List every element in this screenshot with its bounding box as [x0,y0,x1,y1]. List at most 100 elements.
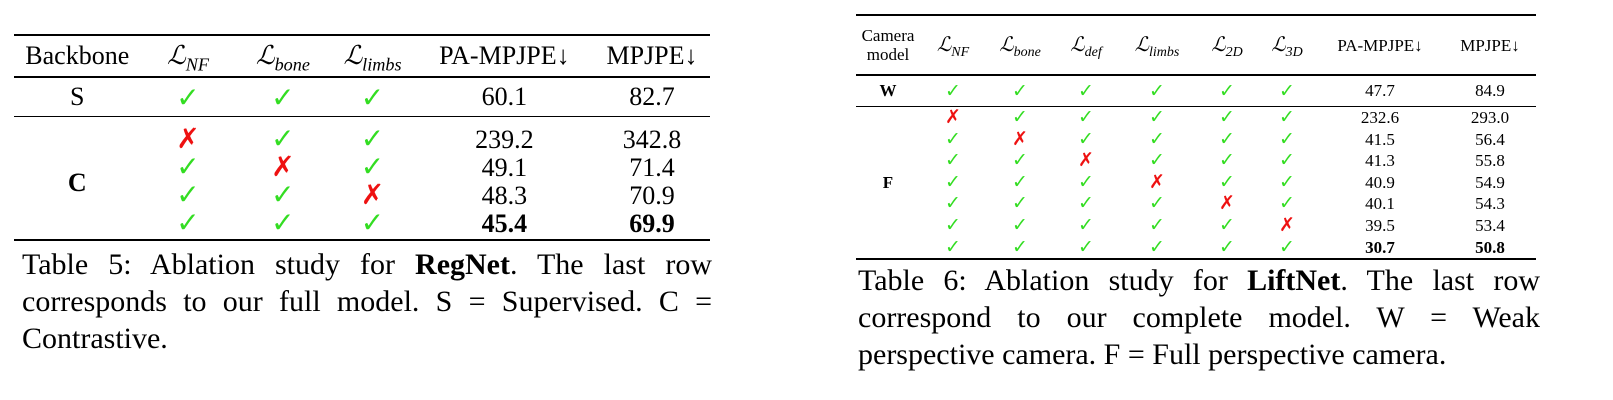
cell-l-nf: ✓ [920,235,986,261]
cell-l-def: ✓ [1054,105,1118,129]
check-icon: ✓ [1279,192,1295,215]
cell-l-bone: ✗ [235,153,330,181]
header-l-bone: ℒbone [235,34,331,78]
cell-mpjpe: 54.9 [1475,172,1505,192]
check-icon: ✓ [945,192,961,215]
cross-icon: ✗ [1149,170,1165,193]
cell-pa-mpjpe: 232.6 [1316,105,1444,129]
check-icon: ✓ [1012,80,1028,102]
check-icon: ✓ [1012,213,1028,236]
check-icon: ✓ [1149,149,1165,172]
cross-icon: ✗ [360,178,385,211]
cell-l-3d: ✓ [1258,128,1316,151]
cell-l-2d: ✓ [1196,235,1258,261]
cell-mpjpe: 55.8 [1475,151,1505,171]
check-icon: ✓ [1149,213,1165,236]
cell-l-3d: ✓ [1258,235,1316,261]
cell-mpjpe: 342.8 [593,116,710,153]
cell-camera-model: W [879,81,897,100]
cell-l-bone: ✓ [235,116,331,155]
header-mpjpe: MPJPE↓ [593,34,710,78]
cell-mpjpe: 54.3 [1475,194,1505,214]
cell-pa-mpjpe: 40.1 [1365,194,1395,214]
check-icon: ✓ [1149,80,1165,102]
cell-l-def: ✓ [1054,171,1118,194]
cell-l-nf: ✓ [920,150,986,172]
cell-l-bone: ✓ [235,181,330,209]
check-icon: ✓ [1279,235,1295,258]
table-row: ✓ ✓ ✓ ✗ ✓ ✓ 40.9 54.9 [856,170,1536,194]
cell-pa-mpjpe: 39.5 [1365,215,1395,235]
cell-pa-mpjpe: 60.1 [481,82,528,111]
check-icon: ✓ [945,127,961,150]
caption-model-name: RegNet [415,248,510,281]
cell-l-2d: ✓ [1196,171,1258,194]
check-icon: ✓ [1149,192,1165,215]
check-icon: ✓ [1078,127,1094,150]
check-icon: ✓ [1219,80,1235,102]
cell-l-def: ✓ [1054,75,1118,107]
cell-pa-mpjpe: 239.2 [414,116,594,153]
cell-l-nf: ✓ [920,75,986,107]
check-icon: ✓ [1219,235,1235,258]
check-icon: ✓ [360,80,385,114]
check-icon: ✓ [176,150,200,183]
check-icon: ✓ [1078,192,1094,215]
cell-l-nf: ✓ [920,193,986,215]
cell-l-nf: ✓ [141,181,236,209]
cell-pa-mpjpe: 48.3 [481,180,528,210]
cell-mpjpe: 70.9 [629,180,675,210]
table-5-caption: Table 5: Ablation study for RegNet. The … [22,246,712,357]
header-backbone: Backbone [14,34,141,78]
cell-l-limbs: ✓ [330,116,415,155]
check-icon: ✓ [360,122,385,155]
cell-l-bone: ✓ [986,213,1054,237]
cell-l-bone: ✓ [986,235,1054,261]
check-icon: ✓ [1012,235,1028,258]
check-icon: ✓ [945,170,961,193]
check-icon: ✓ [1219,106,1235,128]
cell-mpjpe: 71.4 [629,152,675,182]
caption-label: Table 5: [22,248,132,281]
cell-l-2d: ✓ [1196,128,1258,151]
cross-icon: ✗ [1279,213,1295,236]
cell-pa-mpjpe: 41.3 [1365,151,1395,171]
cell-l-def: ✓ [1054,127,1118,151]
caption-text: . The last row corresponds to our full m… [22,248,712,355]
cell-l-nf: ✓ [920,127,986,151]
cell-l-bone: ✓ [235,77,330,117]
header-pa-mpjpe: PA-MPJPE↓ [414,34,594,78]
cell-pa-mpjpe: 45.4 [414,209,594,241]
cell-l-nf: ✓ [920,170,986,194]
cell-l-limbs: ✓ [330,209,415,241]
check-icon: ✓ [945,235,961,258]
cell-l-def: ✓ [1054,193,1118,215]
caption-text: Ablation study for [966,264,1248,297]
cell-camera-model: F [856,106,920,261]
cross-icon: ✗ [945,106,961,128]
cell-l-limbs: ✗ [330,181,414,209]
cell-mpjpe: 53.4 [1475,215,1505,235]
check-icon: ✓ [1012,149,1028,172]
cell-l-3d: ✓ [1258,150,1316,172]
check-icon: ✓ [1219,213,1235,236]
cell-mpjpe: 293.0 [1444,105,1536,129]
header-l-2d: ℒ2D [1196,14,1258,76]
check-icon: ✓ [271,122,295,155]
cell-pa-mpjpe: 49.1 [481,152,528,182]
cell-l-nf: ✓ [141,77,236,117]
table-row: S ✓ ✓ ✓ 60.1 82.7 [14,77,710,117]
cell-l-3d: ✓ [1258,193,1316,215]
check-icon: ✓ [945,149,961,172]
caption-label: Table 6: [858,264,967,297]
cell-l-3d: ✓ [1258,75,1316,107]
cell-backbone: S [70,82,85,111]
check-icon: ✓ [1279,149,1295,172]
check-icon: ✓ [1012,106,1028,128]
table-row: ✓ ✓ ✗ 48.3 70.9 [14,181,710,209]
cell-pa-mpjpe: 47.7 [1365,81,1395,100]
cell-l-bone: ✓ [235,209,331,241]
cell-l-limbs: ✓ [1118,213,1196,237]
check-icon: ✓ [360,150,385,183]
cell-l-bone: ✓ [986,193,1054,215]
